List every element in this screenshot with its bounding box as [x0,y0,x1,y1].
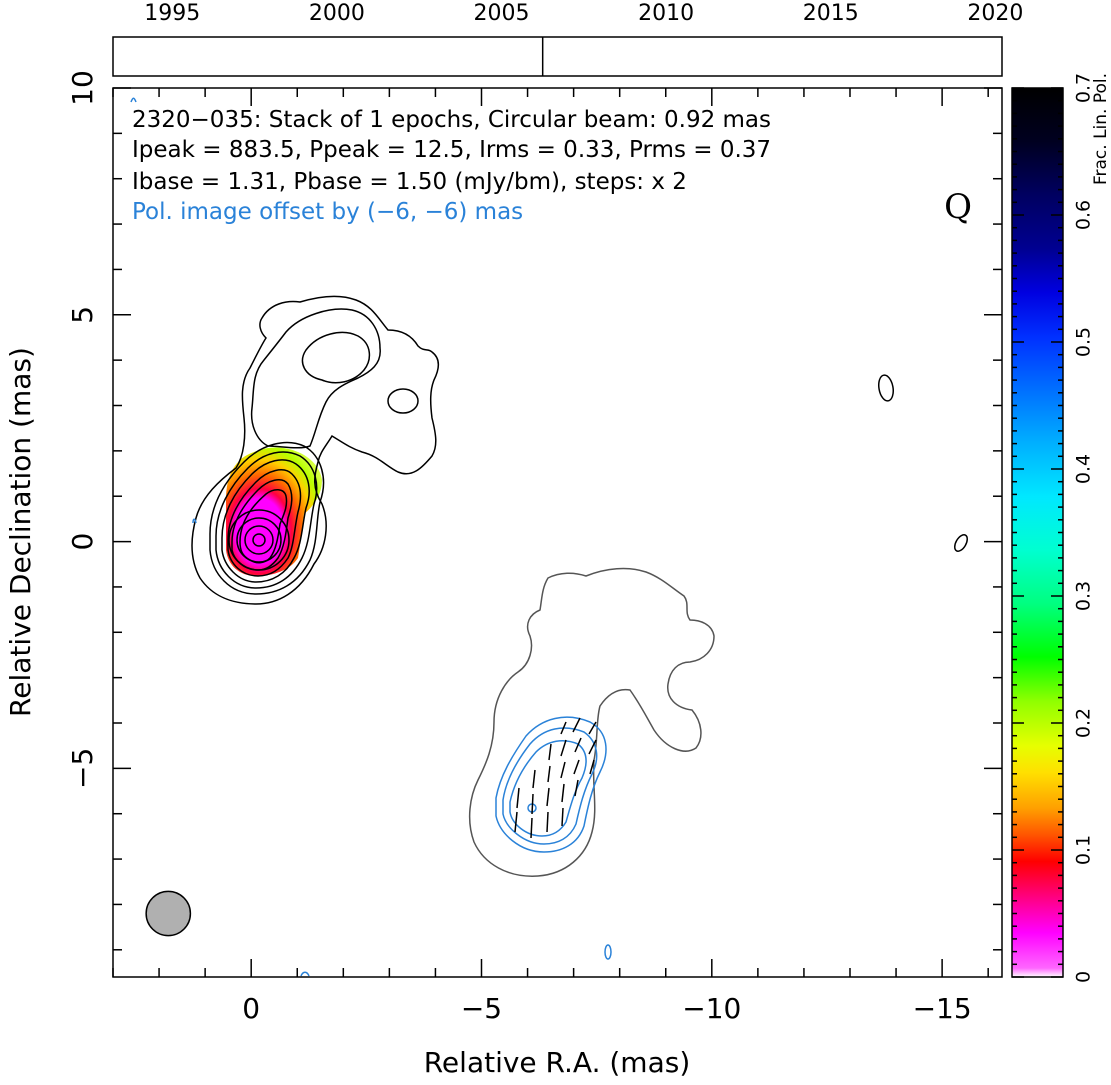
x-axis-title: Relative R.A. (mas) [424,1046,691,1079]
evpa-tick [560,761,566,779]
map-panel: 0 −5 −10 −15 10 5 0 −5 2320−035: Stack of 1 ep… [4,70,1003,1079]
contour-noise-2 [954,534,968,552]
timeline-tick-label: 2005 [474,1,530,26]
y-tick-label: 0 [66,533,99,551]
contour-7 [227,469,302,577]
evpa-tick [573,759,580,775]
map-frame [112,87,1003,978]
timeline-tick-label: 2015 [803,1,859,26]
map-image [130,97,968,977]
evpa-tick [531,793,534,815]
annotation-line-4: Pol. image offset by (−6, −6) mas [132,199,523,225]
contour-11 [236,517,282,563]
evpa-tick [530,817,533,839]
evpa-tick [548,743,552,761]
colorbar-tick-label: 0.4 [1073,454,1095,484]
pol-noise-1 [130,97,137,103]
contour-2 [250,308,381,449]
contour-lowest [191,295,439,605]
x-tick-label: −10 [682,992,741,1025]
axis-ticks [112,87,1002,977]
y-axis-title: Relative Declination (mas) [4,347,37,717]
pol-noise-2 [192,518,197,524]
contour-4 [209,441,325,595]
evpa-tick [588,721,597,735]
x-tick-label: −15 [913,992,972,1025]
timeline-tick-label: 2020 [967,1,1023,26]
evpa-vectors [514,717,597,839]
evpa-tick [561,783,565,803]
fractional-polarization-map [226,447,322,576]
contour-5 [215,451,318,589]
colorbar-tick-label: 0.7 [1073,73,1095,103]
contour-10 [228,509,290,571]
evpa-tick [547,765,551,783]
timeline-tick-label: 2010 [638,1,694,26]
timeline-tick-label: 1995 [144,1,200,26]
y-tick-label: 5 [66,306,99,324]
offset-stokes-i-contour [468,567,715,877]
evpa-tick [532,769,536,789]
evpa-tick [546,811,549,833]
colorbar-tick-label: 0.1 [1073,835,1095,865]
evpa-tick [572,717,581,733]
pol-contour-1 [495,716,607,853]
colorbar-label: Frac. Lin. Pol. [1091,73,1111,185]
stokes-i-contours [191,295,968,605]
annotation-line-3: Ibase = 1.31, Pbase = 1.50 (mJy/bm), ste… [132,169,687,195]
x-tick-label: 0 [242,992,260,1025]
contour-12 [244,525,274,555]
pol-noise-3 [604,944,612,960]
evpa-tick [516,787,520,809]
pol-noise-4 [300,971,310,977]
evpa-tick [560,721,567,735]
evpa-tick [589,759,595,775]
evpa-tick [546,787,550,807]
colorbar-scale [1011,87,1064,978]
polarized-intensity-contours [130,97,612,977]
evpa-tick [574,779,579,797]
evpa-tick [514,811,518,833]
contour-13 [252,533,266,547]
contour-noise-1 [877,374,895,402]
epoch-timeline: 1995 2000 2005 2010 2015 2020 [112,1,1023,77]
annotation-line-1: 2320−035: Stack of 1 epochs, Circular be… [132,107,771,133]
evpa-tick [561,807,564,827]
band-label: Q [944,187,972,227]
evpa-tick [574,737,582,753]
pol-contour-2 [502,727,598,845]
colorbar-tick-label: 0 [1073,971,1095,983]
colorbar-tick-label: 0.5 [1073,327,1095,357]
contour-3 [301,331,371,384]
contour-6 [221,459,310,583]
contour-island [387,388,419,414]
beam-ellipse [145,890,192,937]
colorbar-tick-label: 0.3 [1073,581,1095,611]
timeline-frame [112,36,1003,77]
x-tick-label: −5 [461,992,502,1025]
timeline-tick-label: 2000 [309,1,365,26]
colorbar-tick-label: 0.2 [1073,708,1095,738]
pol-contour-3 [509,739,587,837]
evpa-tick [588,739,597,755]
colorbar: 0 0.1 0.2 0.3 0.4 0.5 0.6 0.7 Frac. Lin. Pol. [1011,73,1111,983]
y-tick-label: −5 [66,748,99,789]
colorbar-tick-label: 0.6 [1073,200,1095,230]
annotation-line-2: Ipeak = 883.5, Ppeak = 12.5, Irms = 0.33… [132,137,771,163]
y-tick-label: 10 [66,70,99,106]
evpa-tick [560,739,567,757]
